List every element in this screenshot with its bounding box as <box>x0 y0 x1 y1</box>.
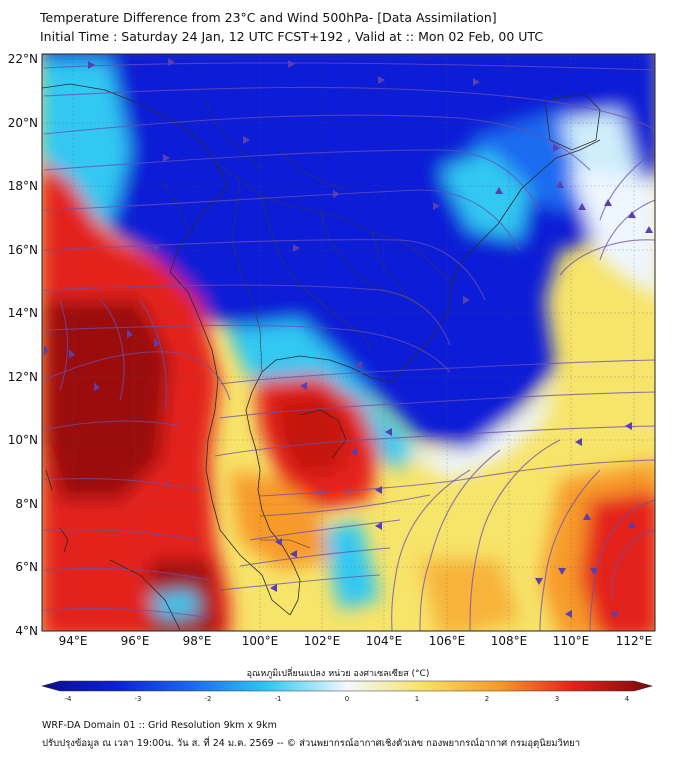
footer-model-info: WRF-DA Domain 01 :: Grid Resolution 9km … <box>42 720 277 731</box>
temperature-field <box>42 54 655 631</box>
lat-label: 18°N <box>8 179 38 193</box>
colorbar-tick: 1 <box>415 695 419 703</box>
colorbar: -4 -3 -2 -1 0 1 2 3 4 <box>40 680 654 703</box>
lon-label: 104°E <box>366 634 403 648</box>
wind-streamlines <box>43 62 655 631</box>
lon-label: 94°E <box>59 634 88 648</box>
lon-label: 110°E <box>553 634 590 648</box>
lat-label: 16°N <box>8 243 38 257</box>
colorbar-tick: -4 <box>65 695 73 703</box>
colorbar-tick: 3 <box>555 695 559 703</box>
lat-label: 22°N <box>8 52 38 66</box>
map-frame <box>41 53 656 632</box>
latitude-labels: 22°N 20°N 18°N 16°N 14°N 12°N 10°N 8°N 6… <box>8 52 38 638</box>
colorbar-tick: 0 <box>345 695 349 703</box>
colorbar-bar <box>40 680 654 692</box>
colorbar-ticks: -4 -3 -2 -1 0 1 2 3 4 <box>65 695 630 703</box>
lat-label: 14°N <box>8 306 38 320</box>
map-title: Temperature Difference from 23°C and Win… <box>40 10 497 25</box>
colorbar-tick: 2 <box>485 695 489 703</box>
longitude-labels: 94°E 96°E 98°E 100°E 102°E 104°E 106°E 1… <box>59 634 653 648</box>
footer-credit: ปรับปรุงข้อมูล ณ เวลา 19:00น. วัน ส. ที่… <box>42 738 581 749</box>
lat-label: 6°N <box>15 560 38 574</box>
lon-label: 106°E <box>429 634 466 648</box>
graticule <box>42 54 655 631</box>
lon-label: 112°E <box>616 634 653 648</box>
lat-label: 12°N <box>8 370 38 384</box>
colorbar-tick: -2 <box>205 695 212 703</box>
colorbar-tick: -1 <box>275 695 282 703</box>
colorbar-label: อุณหภูมิเปลี่ยนแปลง หน่วย องศาเซลเซียส (… <box>246 669 430 679</box>
map-subtitle: Initial Time : Saturday 24 Jan, 12 UTC F… <box>40 29 544 44</box>
colorbar-tick: -3 <box>135 695 142 703</box>
lon-label: 98°E <box>183 634 212 648</box>
lon-label: 102°E <box>304 634 341 648</box>
lat-label: 20°N <box>8 116 38 130</box>
lat-label: 8°N <box>15 497 38 511</box>
wind-arrows <box>44 58 653 618</box>
colorbar-tick: 4 <box>625 695 630 703</box>
lon-label: 108°E <box>491 634 528 648</box>
lon-label: 96°E <box>121 634 150 648</box>
lon-label: 100°E <box>242 634 279 648</box>
lat-label: 10°N <box>8 433 38 447</box>
lat-label: 4°N <box>15 624 38 638</box>
